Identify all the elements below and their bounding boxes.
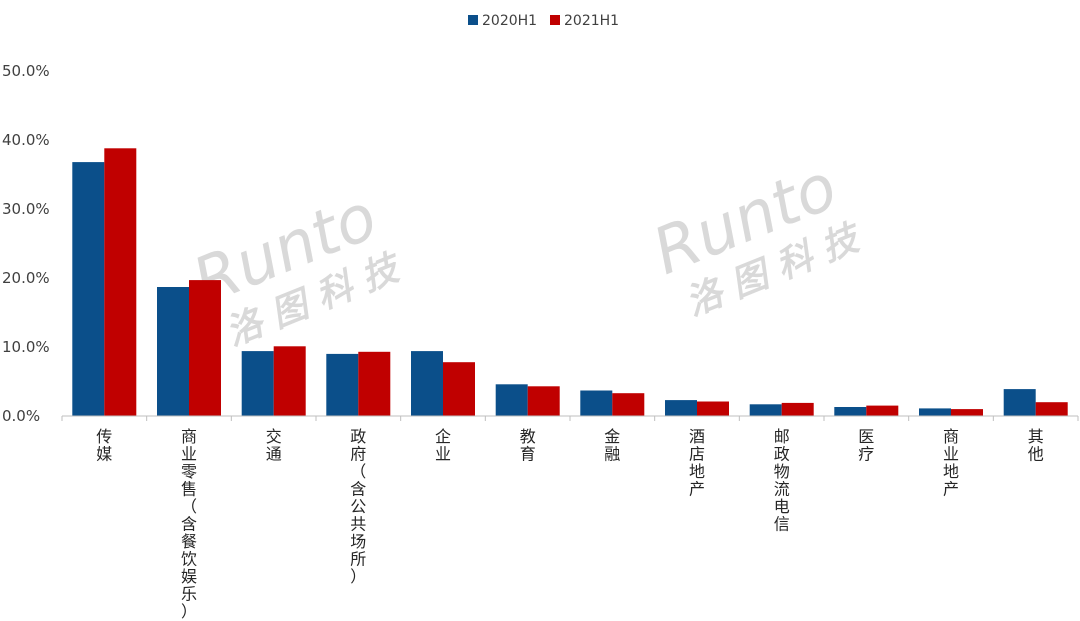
- x-category-label: 金融: [604, 427, 620, 464]
- x-category-label: 企业: [435, 427, 451, 464]
- bar-2020H1-0: [72, 162, 105, 416]
- y-tick-label: 10.0%: [2, 338, 50, 356]
- bar-2021H1-8: [781, 402, 814, 416]
- bar-2021H1-5: [527, 386, 560, 416]
- y-tick-label: 40.0%: [2, 131, 50, 149]
- x-category-label: 交通: [266, 427, 282, 464]
- x-category-label: 教育: [520, 427, 536, 464]
- x-category-label: 商业地产: [943, 427, 959, 499]
- y-tick-label: 50.0%: [2, 62, 50, 80]
- x-category-label: 酒店地产: [689, 427, 705, 499]
- bar-2020H1-10: [919, 408, 951, 416]
- legend-swatch-2020H1: [468, 15, 478, 25]
- bar-2020H1-8: [749, 404, 782, 416]
- x-category-label: 邮政物流电信: [774, 427, 790, 534]
- bar-2021H1-2: [273, 346, 306, 416]
- y-tick-label: 30.0%: [2, 200, 50, 218]
- bar-2020H1-4: [411, 351, 443, 416]
- bar-2021H1-10: [951, 409, 983, 416]
- legend-label-2020H1: 2020H1: [482, 13, 537, 29]
- bar-2021H1-7: [697, 401, 729, 416]
- bar-2020H1-2: [241, 351, 274, 416]
- bar-2021H1-1: [189, 280, 221, 416]
- bar-2020H1-9: [834, 407, 867, 416]
- x-category-label: 医疗: [858, 427, 874, 464]
- y-tick-label: 20.0%: [2, 269, 50, 287]
- x-category-label: 传媒: [96, 427, 112, 464]
- y-axis: 0.0% 10.0% 20.0% 30.0% 40.0% 50.0%: [2, 62, 50, 425]
- bar-2020H1-11: [1003, 389, 1036, 416]
- bar-2021H1-4: [443, 362, 475, 416]
- bar-2020H1-3: [326, 353, 359, 416]
- bar-2021H1-0: [104, 148, 137, 417]
- bar-2020H1-6: [580, 390, 613, 416]
- watermark-right: Runto 洛 图 科 技: [643, 150, 868, 324]
- x-category-label: 其他: [1028, 427, 1044, 464]
- x-axis: 传媒 商业零售（含餐饮娱乐） 交通 政府（含公共场所） 企业 教育 金融 酒店地产 邮政物流电信…: [61, 415, 1079, 621]
- bar-2021H1-6: [612, 393, 645, 416]
- bar-2020H1-5: [495, 384, 528, 416]
- x-category-label: 商业零售（含餐饮娱乐）: [181, 427, 197, 621]
- bar-2021H1-11: [1035, 402, 1068, 416]
- bar-2021H1-9: [866, 405, 899, 416]
- bars: [72, 148, 1068, 417]
- bar-2021H1-3: [358, 351, 391, 416]
- watermark-layer: Runto 洛 图 科 技 Runto 洛 图 科 技: [183, 150, 868, 354]
- bar-2020H1-7: [665, 400, 697, 416]
- legend-swatch-2021H1: [550, 15, 560, 25]
- y-tick-label: 0.0%: [2, 407, 40, 425]
- legend-label-2021H1: 2021H1: [564, 13, 619, 29]
- bar-2020H1-1: [157, 287, 189, 416]
- x-category-label: 政府（含公共场所）: [350, 427, 366, 586]
- legend: 2020H1 2021H1: [468, 13, 619, 29]
